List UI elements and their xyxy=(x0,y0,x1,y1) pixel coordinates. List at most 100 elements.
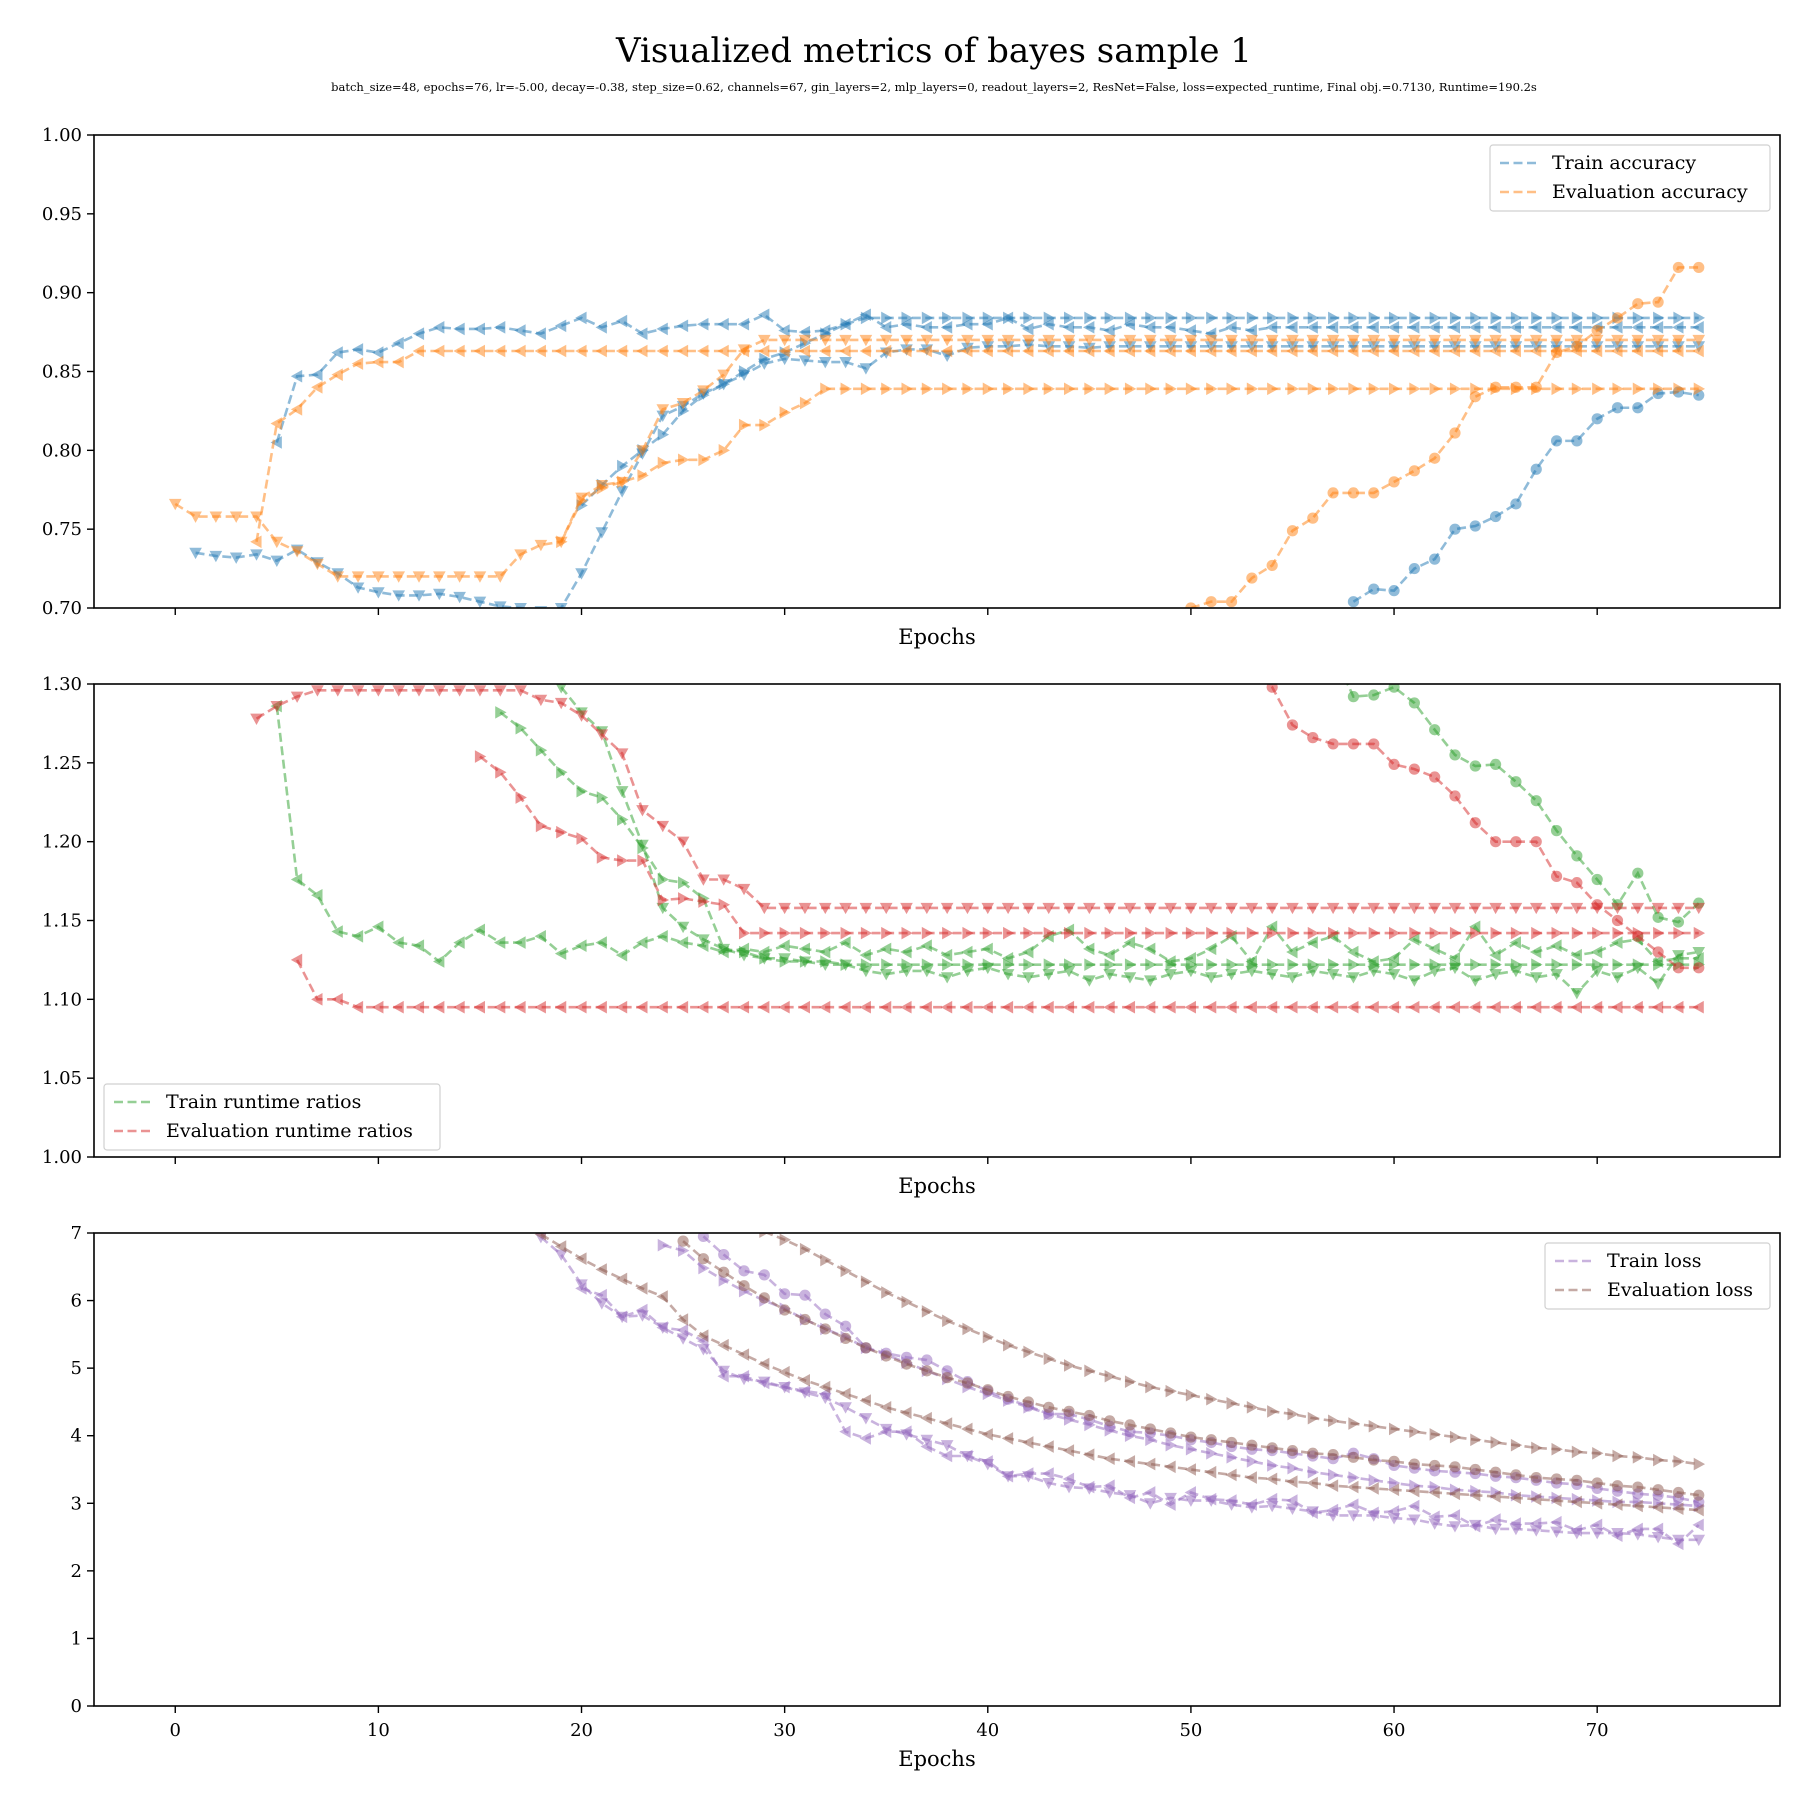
data-point xyxy=(1225,344,1237,358)
data-point xyxy=(1368,1474,1381,1487)
data-point xyxy=(1571,1445,1584,1459)
series-runtime-ratio-6 xyxy=(250,685,1706,915)
data-point xyxy=(1551,926,1563,940)
data-point xyxy=(1043,926,1056,940)
data-point xyxy=(676,836,690,848)
data-point xyxy=(1326,334,1340,347)
data-point xyxy=(1489,334,1502,347)
data-point xyxy=(940,948,953,962)
data-point xyxy=(738,926,751,940)
data-point xyxy=(412,939,425,953)
data-point xyxy=(697,1329,709,1343)
data-point xyxy=(1306,1476,1318,1490)
data-point xyxy=(1632,311,1645,325)
data-point xyxy=(331,571,345,583)
data-point xyxy=(1326,902,1340,915)
data-point xyxy=(1063,958,1076,971)
data-point xyxy=(1529,321,1542,334)
data-point xyxy=(678,1244,690,1257)
data-point xyxy=(1348,1417,1360,1430)
data-point xyxy=(941,1372,953,1384)
data-point xyxy=(1367,1482,1379,1495)
y-tick-label: 6 xyxy=(71,1291,82,1312)
axes-frame xyxy=(93,1232,1781,1707)
data-point xyxy=(1206,311,1218,325)
data-point xyxy=(1449,958,1462,971)
data-point xyxy=(1266,559,1278,572)
data-point xyxy=(1328,1414,1340,1428)
data-point xyxy=(1063,926,1076,940)
data-point xyxy=(1307,311,1320,325)
data-point xyxy=(1287,1407,1299,1421)
data-point xyxy=(1327,738,1339,750)
data-point xyxy=(1348,382,1360,396)
data-point xyxy=(920,1440,932,1453)
data-point xyxy=(1448,341,1462,353)
data-point xyxy=(981,902,995,915)
subplots-container: 0.70 0.75 0.80 0.85 0.90 0.95 1.00 Epochs Train … xyxy=(42,125,1781,1771)
data-point xyxy=(798,355,812,367)
data-point xyxy=(940,902,954,915)
data-point xyxy=(1185,311,1198,325)
data-point xyxy=(311,888,323,902)
data-point xyxy=(698,895,710,908)
data-point xyxy=(1490,926,1502,940)
data-point xyxy=(1246,958,1259,971)
data-point xyxy=(514,602,527,608)
data-point xyxy=(779,1288,791,1300)
data-point xyxy=(778,1000,790,1014)
data-point xyxy=(1611,1000,1623,1014)
series-accuracy-4 xyxy=(576,311,1706,512)
data-point xyxy=(940,321,953,334)
data-point xyxy=(1429,452,1441,464)
data-point xyxy=(1387,334,1401,347)
data-point xyxy=(535,819,548,833)
data-point xyxy=(962,311,974,325)
series-loss-5 xyxy=(677,1235,1705,1501)
data-point xyxy=(921,1354,933,1366)
data-point xyxy=(1388,758,1400,771)
data-point xyxy=(1408,1514,1421,1526)
data-point xyxy=(1692,341,1706,353)
data-point xyxy=(1470,958,1482,971)
data-point xyxy=(1184,341,1198,353)
legend-label: Train runtime ratios xyxy=(166,1091,361,1113)
data-point xyxy=(1084,382,1096,396)
data-point xyxy=(1529,945,1542,959)
data-point xyxy=(290,546,304,558)
data-point xyxy=(799,396,812,410)
data-point xyxy=(1347,487,1360,499)
data-point xyxy=(1692,1000,1704,1014)
data-point xyxy=(595,936,607,949)
data-point xyxy=(1103,1000,1115,1014)
data-point xyxy=(1184,1463,1196,1476)
data-point xyxy=(1265,341,1279,353)
data-point xyxy=(250,549,263,561)
data-point xyxy=(1489,1000,1501,1014)
data-point xyxy=(961,945,973,959)
data-point xyxy=(718,942,731,956)
data-point xyxy=(1387,1000,1400,1014)
data-point xyxy=(1469,1000,1481,1014)
data-point xyxy=(900,334,913,347)
data-point xyxy=(1123,1491,1136,1505)
data-point xyxy=(839,1000,851,1014)
data-point xyxy=(961,317,973,331)
data-point xyxy=(1631,1499,1643,1513)
data-point xyxy=(412,571,426,583)
data-point xyxy=(1611,972,1624,984)
data-point xyxy=(1164,1000,1176,1014)
series-line xyxy=(540,1236,1699,1542)
data-point xyxy=(737,1000,750,1014)
data-point xyxy=(860,1275,873,1288)
data-point xyxy=(1164,1492,1177,1505)
data-point xyxy=(961,344,973,358)
data-point xyxy=(1490,382,1502,396)
data-point xyxy=(1286,334,1299,347)
data-point xyxy=(1672,962,1685,974)
data-point xyxy=(758,344,770,358)
data-point xyxy=(1143,321,1156,334)
data-point xyxy=(1692,1534,1706,1547)
data-point xyxy=(1205,596,1217,608)
y-tick-label: 0.75 xyxy=(42,519,82,540)
